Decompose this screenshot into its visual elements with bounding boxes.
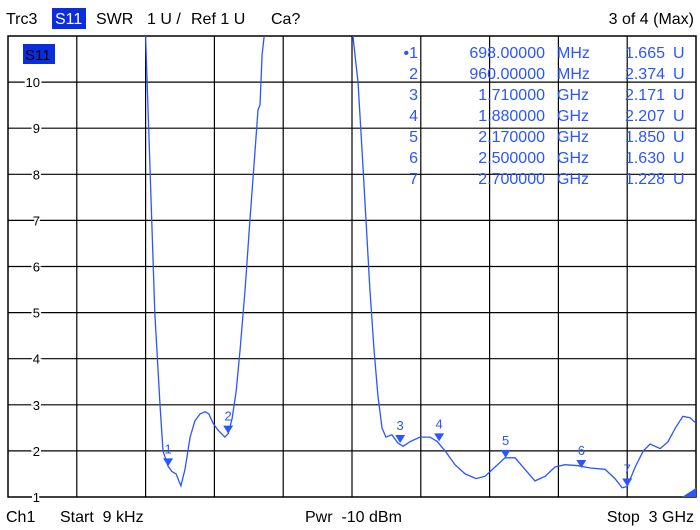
y-tick-label: 6: [33, 260, 40, 275]
marker-id: 7: [409, 171, 418, 188]
marker-vunit: U: [673, 87, 685, 104]
marker-triangle-icon: [622, 478, 633, 487]
marker-label: 3: [397, 418, 404, 433]
marker-id: 3: [409, 87, 418, 104]
marker-triangle-icon: [223, 425, 234, 434]
marker-label: 2: [225, 409, 232, 424]
marker-label: 1: [164, 441, 171, 456]
scroll-indicator-icon: [682, 488, 696, 497]
ref-label[interactable]: Ref 1 U: [191, 11, 245, 28]
start-freq[interactable]: Start 9 kHz: [60, 509, 144, 526]
marker-id: 2: [409, 66, 418, 83]
marker-label: 4: [436, 416, 443, 431]
marker-label: 5: [502, 433, 509, 448]
marker-row: 3 1.710000 GHz 2.171 U: [409, 87, 684, 104]
marker-row: 6 2.500000 GHz 1.630 U: [409, 150, 684, 167]
marker-id: 5: [409, 129, 418, 146]
marker-unit: GHz: [557, 150, 589, 167]
y-tick-label: 4: [33, 352, 40, 367]
y-tick-label: 8: [33, 167, 40, 182]
trace-label: S11: [25, 47, 51, 64]
marker-unit: MHz: [557, 66, 590, 83]
marker-triangle-icon: [434, 433, 445, 442]
marker-row: •1 698.00000 MHz 1.665 U: [404, 45, 685, 62]
channel-label: Ch1: [6, 509, 35, 526]
stop-freq[interactable]: Stop 3 GHz: [607, 509, 694, 526]
marker-freq: 1.710000: [478, 87, 545, 104]
marker-freq: 2.500000: [478, 150, 545, 167]
marker-row: 5 2.170000 GHz 1.850 U: [409, 129, 684, 146]
marker-value: 1.850: [625, 129, 665, 146]
marker-unit: MHz: [557, 45, 590, 62]
marker-freq: 698.00000: [469, 45, 545, 62]
marker-unit: GHz: [557, 129, 589, 146]
marker-row: 7 2.700000 GHz 1.228 U: [409, 171, 684, 188]
marker-vunit: U: [673, 108, 685, 125]
marker-unit: GHz: [557, 87, 589, 104]
marker-label: 6: [578, 443, 585, 458]
marker-freq: 1.880000: [478, 108, 545, 125]
page-indicator: 3 of 4 (Max): [609, 11, 694, 28]
y-tick-labels: 1 2 3 4 5 6 7 8 9 10: [24, 73, 42, 507]
marker-id: 4: [409, 108, 418, 125]
marker-value: 1.228: [625, 171, 665, 188]
trace-name: Trc3: [6, 11, 38, 28]
cal-status: Ca?: [271, 11, 300, 28]
marker-triangle-icon: [576, 459, 587, 468]
marker-triangle-icon: [163, 458, 174, 467]
marker-value: 2.374: [625, 66, 665, 83]
format-label[interactable]: SWR: [96, 11, 133, 28]
marker-freq: 960.00000: [469, 66, 545, 83]
param-label[interactable]: S11: [55, 11, 82, 28]
scale-label[interactable]: 1 U /: [147, 11, 181, 28]
marker-vunit: U: [673, 171, 685, 188]
marker-row: 4 1.880000 GHz 2.207 U: [409, 108, 684, 125]
power-label[interactable]: Pwr -10 dBm: [305, 509, 402, 526]
marker-freq: 2.700000: [478, 171, 545, 188]
marker-label: 7: [624, 461, 631, 476]
marker-unit: GHz: [557, 108, 589, 125]
marker-value: 2.171: [625, 87, 665, 104]
marker-value: 2.207: [625, 108, 665, 125]
y-tick-label: 9: [33, 121, 40, 136]
marker-table: •1 698.00000 MHz 1.665 U2 960.00000 MHz 2.374 U3…: [404, 45, 685, 188]
plot-grid: [7, 35, 697, 498]
param-highlight: [52, 8, 86, 29]
marker-value: 1.665: [625, 45, 665, 62]
marker-value: 1.630: [625, 150, 665, 167]
marker-row: 2 960.00000 MHz 2.374 U: [409, 66, 684, 83]
trace-label-highlight: [23, 44, 55, 64]
marker-id: 6: [409, 150, 418, 167]
marker-triangle-icon: [500, 449, 511, 458]
y-tick-label: 1: [33, 490, 40, 505]
y-tick-label: 7: [33, 213, 40, 228]
marker-id: •1: [404, 45, 419, 62]
y-tick-label: 5: [33, 306, 40, 321]
marker-freq: 2.170000: [478, 129, 545, 146]
marker-vunit: U: [673, 45, 685, 62]
markers: 1 2 3 4 5 6 7: [163, 409, 633, 487]
marker-vunit: U: [673, 129, 685, 146]
marker-triangle-icon: [395, 435, 406, 444]
y-tick-label: 3: [33, 398, 40, 413]
y-tick-label: 10: [26, 75, 40, 90]
y-tick-label: 2: [33, 444, 40, 459]
marker-unit: GHz: [557, 171, 589, 188]
marker-vunit: U: [673, 66, 685, 83]
marker-vunit: U: [673, 150, 685, 167]
